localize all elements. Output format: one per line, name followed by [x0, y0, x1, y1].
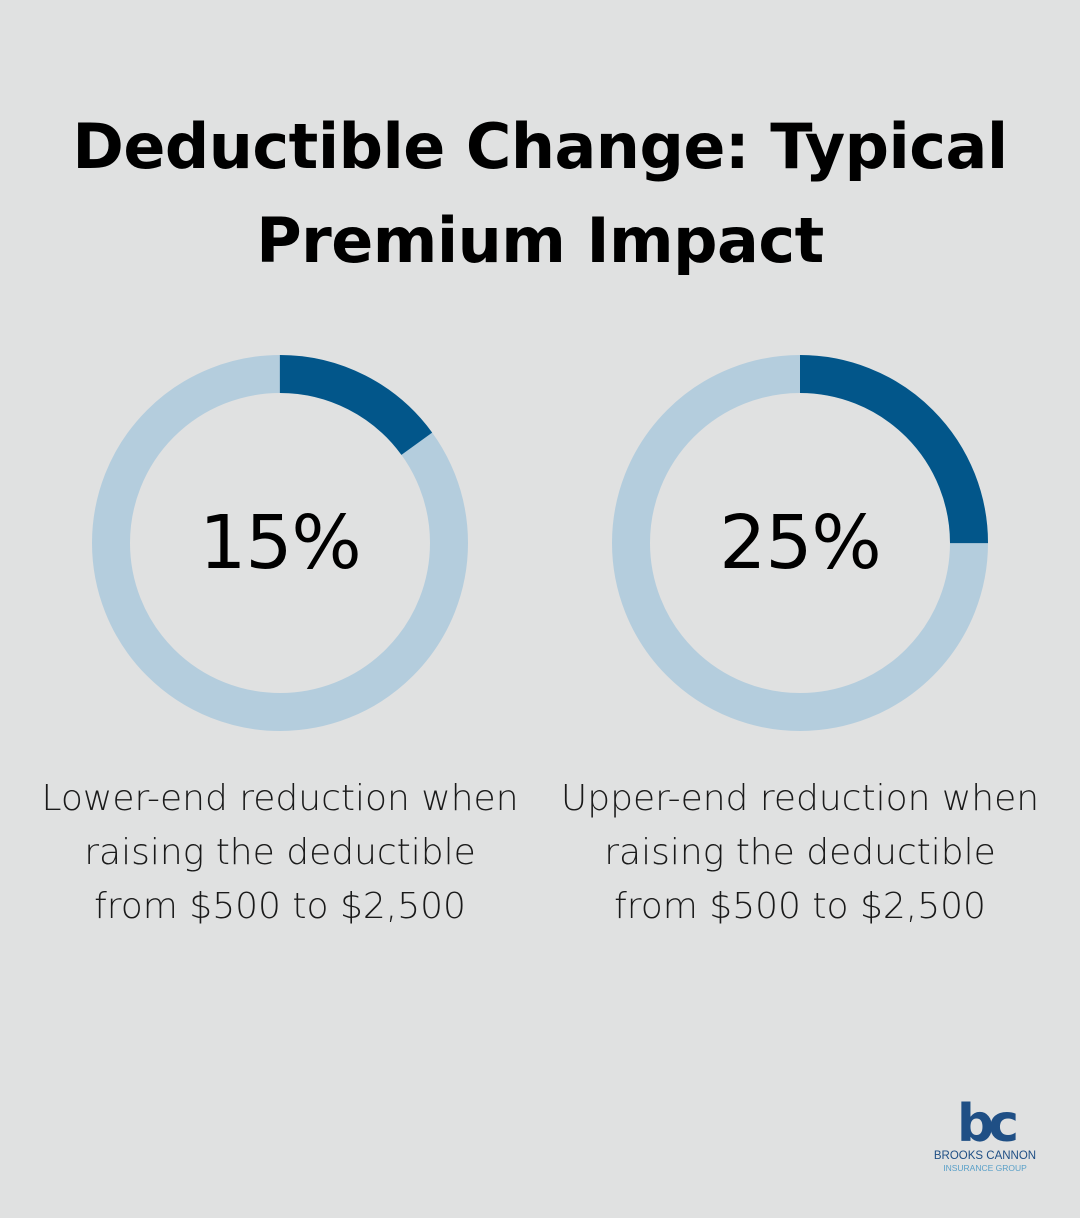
- caption-upper-end: Upper-end reduction when raising the ded…: [560, 778, 1040, 927]
- chart-title: Deductible Change: Typical Premium Impac…: [0, 100, 1080, 288]
- donut-ring-15: [92, 355, 468, 731]
- caption-lower-end: Lower-end reduction when raising the ded…: [41, 778, 519, 927]
- brand-logo: bc BROOKS CANNON INSURANCE GROUP: [922, 1098, 1048, 1174]
- logo-subtitle: INSURANCE GROUP: [943, 1163, 1027, 1173]
- title-line-2: Premium Impact: [256, 204, 824, 277]
- donut-lower-end: 15%: [92, 355, 468, 731]
- donut-upper-end: 25%: [612, 355, 988, 731]
- donut-ring-25: [612, 355, 988, 731]
- title-line-1: Deductible Change: Typical: [72, 110, 1008, 183]
- percent-value: 25%: [719, 500, 881, 586]
- logo-mark: bc: [956, 1094, 1019, 1154]
- logo-name: BROOKS CANNON: [933, 1150, 1037, 1162]
- percent-value: 15%: [199, 500, 361, 586]
